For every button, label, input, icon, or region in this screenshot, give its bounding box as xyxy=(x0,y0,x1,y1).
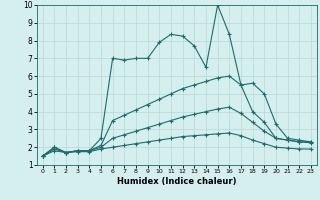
X-axis label: Humidex (Indice chaleur): Humidex (Indice chaleur) xyxy=(117,177,236,186)
